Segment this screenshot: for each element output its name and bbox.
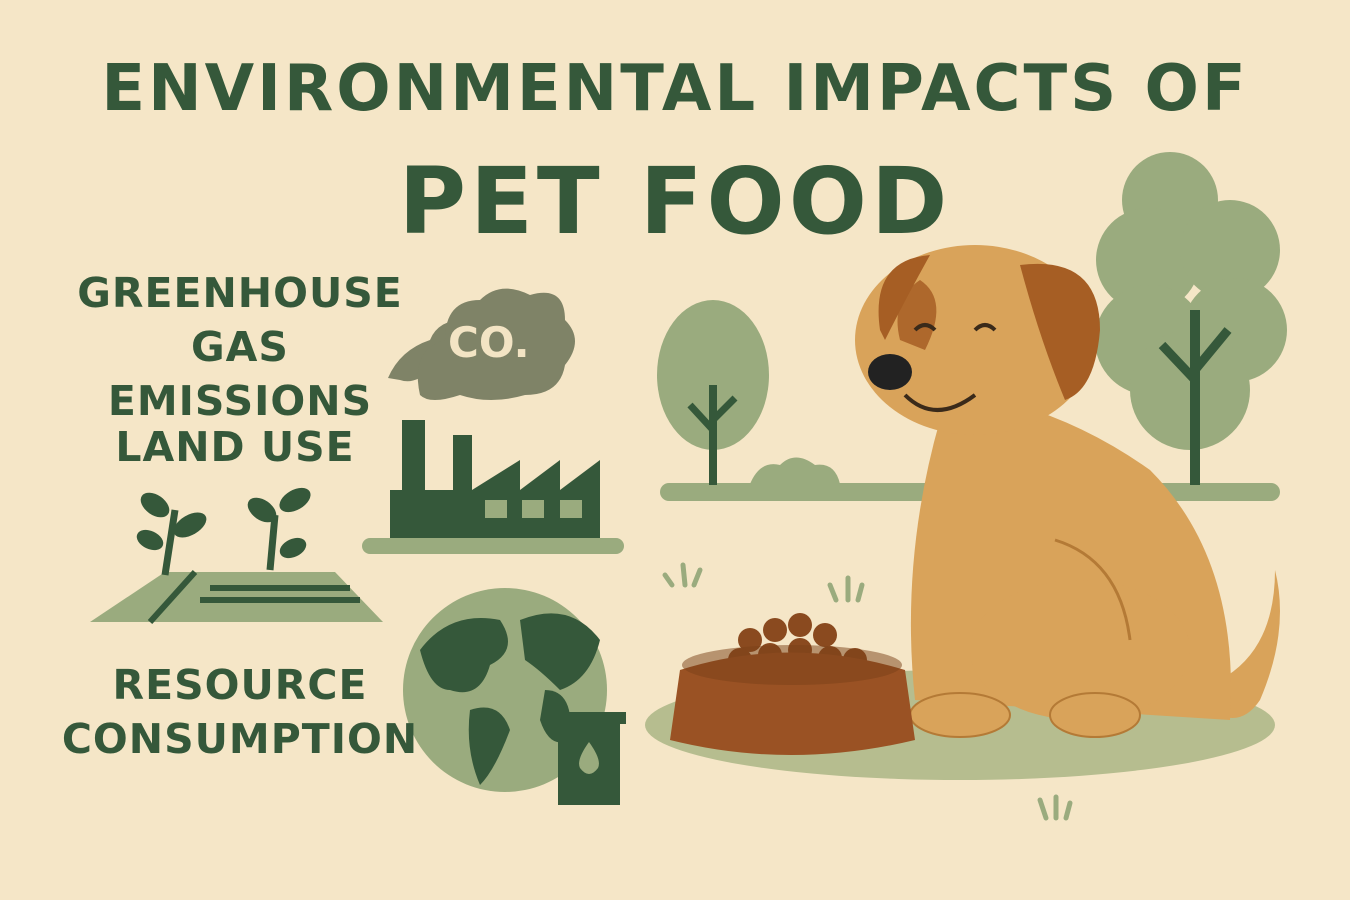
dog-illustration xyxy=(855,245,1280,738)
oil-can-icon xyxy=(552,712,626,805)
bush-icon xyxy=(750,457,840,484)
farmland-icon xyxy=(90,487,383,625)
co2-text: CO. xyxy=(448,318,530,367)
title-line-2: PET FOOD xyxy=(398,148,952,255)
title-line-1: ENVIRONMENTAL IMPACTS OF xyxy=(101,52,1249,126)
co2-cloud-icon xyxy=(417,288,575,400)
label-resource-consumption: RESOURCE CONSUMPTION xyxy=(61,661,419,763)
grass-tuft-icon xyxy=(662,562,1073,821)
pet-food-bowl-icon xyxy=(670,613,915,755)
label-land-use: LAND USE xyxy=(115,423,355,471)
small-tree-icon xyxy=(657,300,769,485)
label-greenhouse-gas: GREENHOUSE GAS EMISSIONS xyxy=(77,269,403,425)
large-tree-icon xyxy=(1095,152,1287,485)
